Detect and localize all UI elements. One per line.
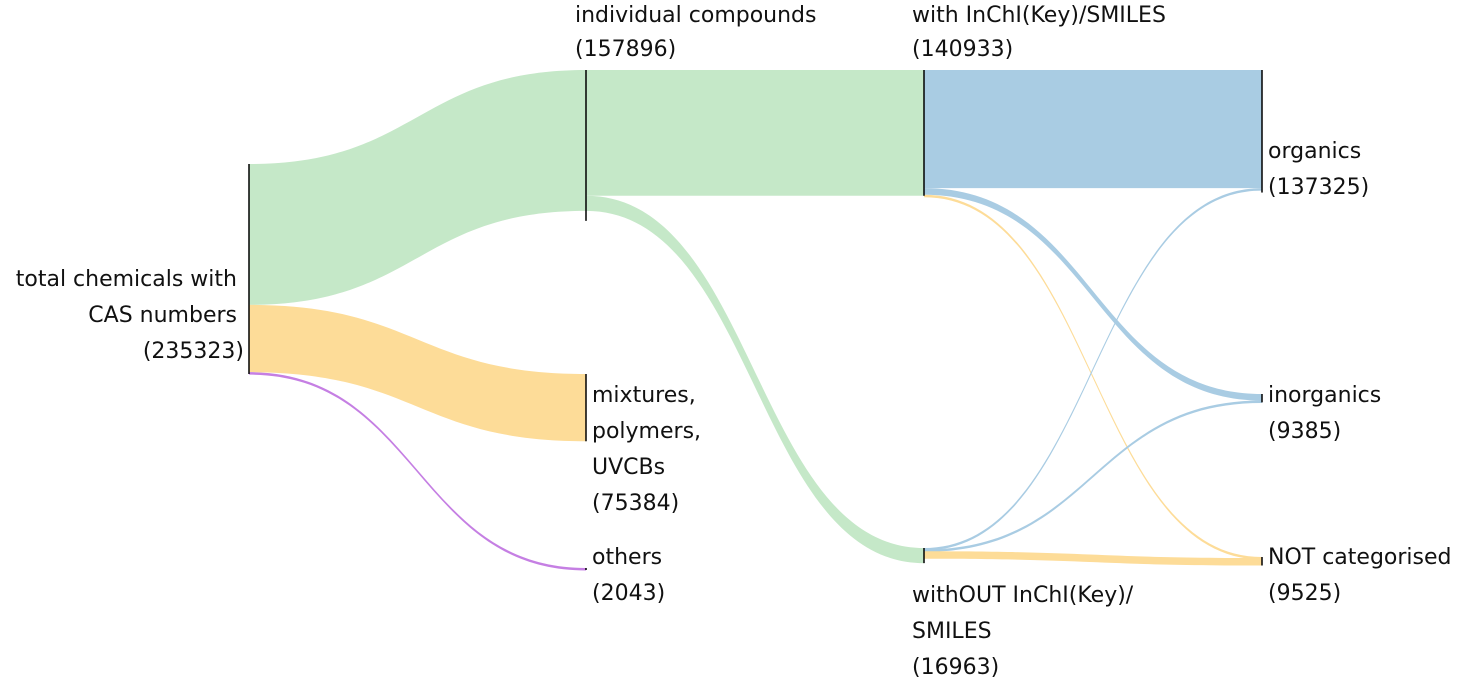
label-mixtures-line-4: (75384)	[592, 491, 679, 516]
flows-layer	[249, 70, 1262, 571]
label-total-line-1: total chemicals with	[16, 267, 237, 292]
label-mixtures-line-2: polymers,	[592, 419, 701, 444]
flow-without-inchi-to-not-categorised	[924, 551, 1262, 566]
flow-individual-to-with-inchi	[586, 70, 924, 196]
label-inorganics-line-2: (9385)	[1268, 419, 1341, 444]
label-organics-line-1: organics	[1268, 139, 1361, 164]
label-without-inchi: withOUT InChI(Key)/ SMILES (16963)	[912, 583, 1140, 680]
label-others: others (2043)	[592, 545, 669, 606]
flow-total-to-others	[249, 372, 586, 571]
flow-without-inchi-to-inorganics	[924, 400, 1262, 552]
labels-layer: total chemicals with CAS numbers (235323…	[16, 3, 1459, 680]
label-individual-line-2: (157896)	[575, 37, 676, 62]
label-with-inchi-line-2: (140933)	[912, 37, 1013, 62]
label-not-categorised-line-1: NOT categorised	[1268, 545, 1452, 570]
label-with-inchi-line-1: with InChI(Key)/SMILES	[912, 3, 1166, 28]
flow-individual-to-without-inchi	[586, 195, 924, 564]
flow-with-inchi-to-not-categorised	[924, 194, 1262, 560]
flow-with-inchi-to-organics	[924, 70, 1262, 189]
label-not-categorised: NOT categorised (9525)	[1268, 545, 1459, 606]
label-individual-line-1: individual compounds	[575, 3, 816, 28]
flow-with-inchi-to-inorganics	[924, 188, 1262, 401]
label-individual-compounds: individual compounds (157896)	[575, 3, 823, 62]
label-without-inchi-line-3: (16963)	[912, 655, 999, 680]
flow-total-to-mixtures	[249, 304, 586, 442]
flow-without-inchi-to-organics	[924, 188, 1262, 551]
label-total-line-3: (235323)	[143, 339, 244, 364]
label-not-categorised-line-2: (9525)	[1268, 581, 1341, 606]
label-inorganics-line-1: inorganics	[1268, 383, 1381, 408]
label-with-inchi: with InChI(Key)/SMILES (140933)	[912, 3, 1173, 62]
label-total-line-2: CAS numbers	[88, 303, 237, 328]
label-inorganics: inorganics (9385)	[1268, 383, 1388, 444]
label-others-line-1: others	[592, 545, 662, 570]
label-without-inchi-line-2: SMILES	[912, 619, 992, 644]
label-mixtures: mixtures, polymers, UVCBs (75384)	[592, 383, 708, 516]
label-organics-line-2: (137325)	[1268, 175, 1369, 200]
label-total: total chemicals with CAS numbers (235323…	[16, 267, 244, 364]
label-mixtures-line-3: UVCBs	[592, 455, 665, 480]
label-without-inchi-line-1: withOUT InChI(Key)/	[912, 583, 1134, 608]
flow-total-to-individual-compounds	[249, 70, 586, 305]
label-organics: organics (137325)	[1268, 139, 1369, 200]
label-others-line-2: (2043)	[592, 581, 665, 606]
nodes-layer	[248, 70, 1263, 570]
label-mixtures-line-1: mixtures,	[592, 383, 696, 408]
